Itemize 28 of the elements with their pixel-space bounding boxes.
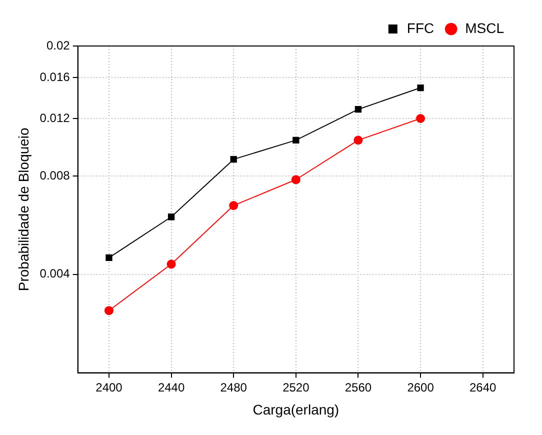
x-tick-label: 2560 [344,380,372,394]
point [104,306,114,316]
x-axis-title: Carga(erlang) [252,401,340,418]
x-tick-label: 2640 [469,380,497,394]
y-tick-label: 0.004 [40,266,70,281]
y-tick-label: 0.016 [40,70,70,84]
point [416,114,426,123]
point [291,175,300,184]
point [166,260,176,269]
y-axis-title: Probabilidade de Bloqueio [15,127,32,292]
point [292,136,300,144]
point [230,156,237,163]
point [106,254,112,262]
x-tick-label: 2600 [407,380,434,394]
y-tick-label: 0.008 [40,168,70,182]
x-tick-label: 2440 [158,380,185,394]
point [168,214,175,220]
x-tick-label: 2520 [282,380,310,394]
x-tick-label: 2400 [96,380,123,394]
point [229,201,238,210]
point [417,84,424,92]
legend-label: FFC [406,20,434,36]
y-tick-label: 0.02 [46,38,70,52]
legend-label: MSCL [465,20,504,36]
point [354,136,363,145]
y-tick-label: 0.012 [40,110,70,125]
x-tick-label: 2480 [220,380,248,394]
point [354,106,362,113]
